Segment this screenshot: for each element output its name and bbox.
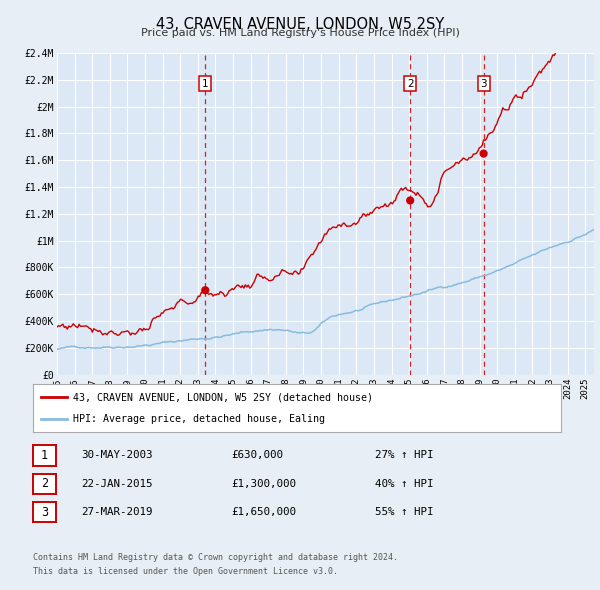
Text: Contains HM Land Registry data © Crown copyright and database right 2024.: Contains HM Land Registry data © Crown c… <box>33 553 398 562</box>
Point <box>200 286 210 295</box>
Text: 30-MAY-2003: 30-MAY-2003 <box>81 451 152 460</box>
Text: 43, CRAVEN AVENUE, LONDON, W5 2SY: 43, CRAVEN AVENUE, LONDON, W5 2SY <box>156 17 444 31</box>
Text: 1: 1 <box>202 78 209 88</box>
Text: This data is licensed under the Open Government Licence v3.0.: This data is licensed under the Open Gov… <box>33 566 338 576</box>
Text: 22-JAN-2015: 22-JAN-2015 <box>81 479 152 489</box>
Text: 2: 2 <box>407 78 413 88</box>
Text: 40% ↑ HPI: 40% ↑ HPI <box>375 479 433 489</box>
Text: 3: 3 <box>480 78 487 88</box>
Text: HPI: Average price, detached house, Ealing: HPI: Average price, detached house, Eali… <box>73 414 325 424</box>
Text: 27% ↑ HPI: 27% ↑ HPI <box>375 451 433 460</box>
Text: £630,000: £630,000 <box>231 451 283 460</box>
Text: 27-MAR-2019: 27-MAR-2019 <box>81 507 152 517</box>
Text: 2: 2 <box>41 477 48 490</box>
Text: 55% ↑ HPI: 55% ↑ HPI <box>375 507 433 517</box>
Text: £1,300,000: £1,300,000 <box>231 479 296 489</box>
Point <box>479 149 488 158</box>
Text: 3: 3 <box>41 506 48 519</box>
Point <box>406 196 415 205</box>
Text: 43, CRAVEN AVENUE, LONDON, W5 2SY (detached house): 43, CRAVEN AVENUE, LONDON, W5 2SY (detac… <box>73 392 373 402</box>
Text: 1: 1 <box>41 449 48 462</box>
Text: Price paid vs. HM Land Registry's House Price Index (HPI): Price paid vs. HM Land Registry's House … <box>140 28 460 38</box>
Text: £1,650,000: £1,650,000 <box>231 507 296 517</box>
